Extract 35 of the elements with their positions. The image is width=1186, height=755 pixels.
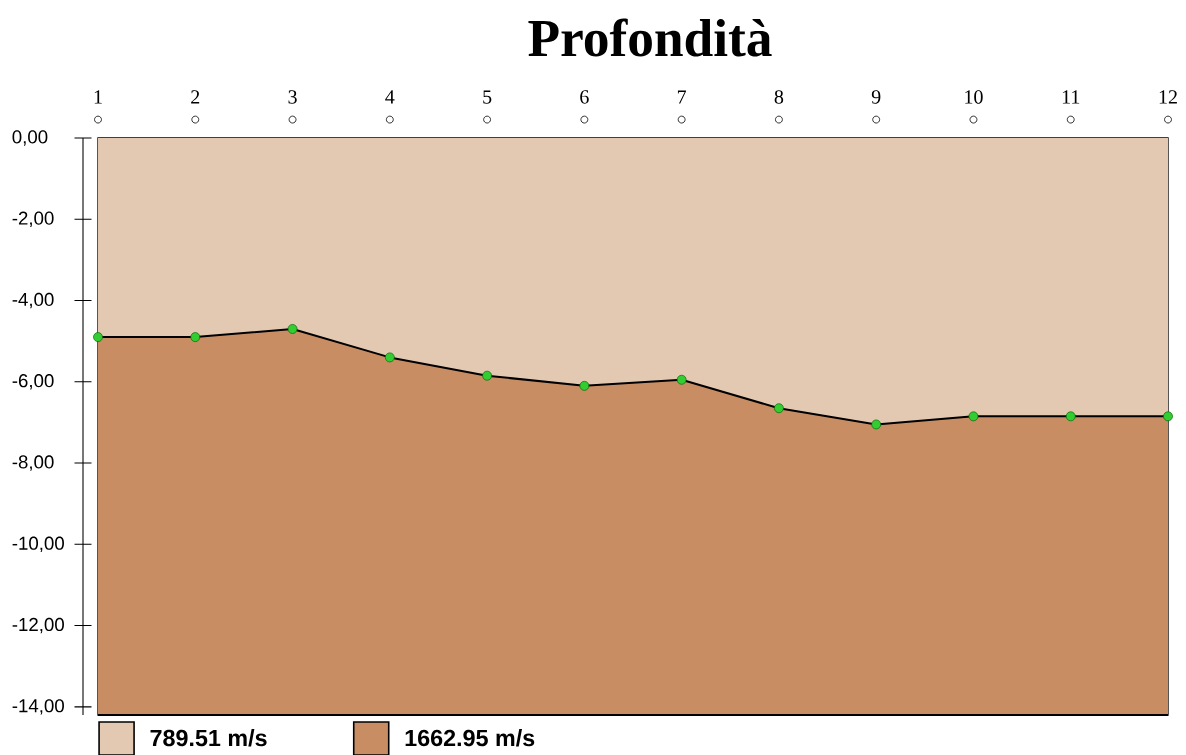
point [676,374,687,385]
x-tick-label: 3 [288,90,297,104]
x-tick-label: 11 [1062,90,1080,104]
y-tick-label: -10,00 [12,536,64,553]
point [287,324,298,334]
x-tick-label: 10 [965,90,983,104]
x-tick-label: 1 [94,90,102,104]
y-tick-label: -12,00 [12,617,64,634]
x-tick-label: 8 [774,90,784,104]
point [968,411,979,422]
point [1163,411,1173,422]
point [384,352,395,363]
y-tick-label: -2,00 [12,211,54,227]
x-tick-label: 5 [483,90,492,104]
y-tick-label: -8,00 [12,455,54,471]
legend-label: 1662.95 m/s [405,729,535,747]
x-tick-label: 9 [871,90,881,104]
point [579,380,590,391]
legend-label: 789.51 m/s [150,729,267,747]
x-tick-label: 2 [191,90,200,104]
x-tick-label: 7 [677,90,687,104]
y-tick-label: -6,00 [12,374,54,390]
x-tick-label: 6 [580,90,589,104]
x-tick-label: 12 [1159,90,1177,104]
point [871,419,882,430]
y-tick-label: 0,00 [12,130,48,146]
point [93,332,103,342]
y-tick-label: -4,00 [12,292,54,309]
chart-title: Profondità [528,18,772,57]
y-tick-label: -14,00 [12,699,64,715]
point [774,403,784,414]
x-tick-label: 4 [385,90,395,104]
point [1065,411,1076,422]
point [190,332,201,342]
point [482,370,492,381]
